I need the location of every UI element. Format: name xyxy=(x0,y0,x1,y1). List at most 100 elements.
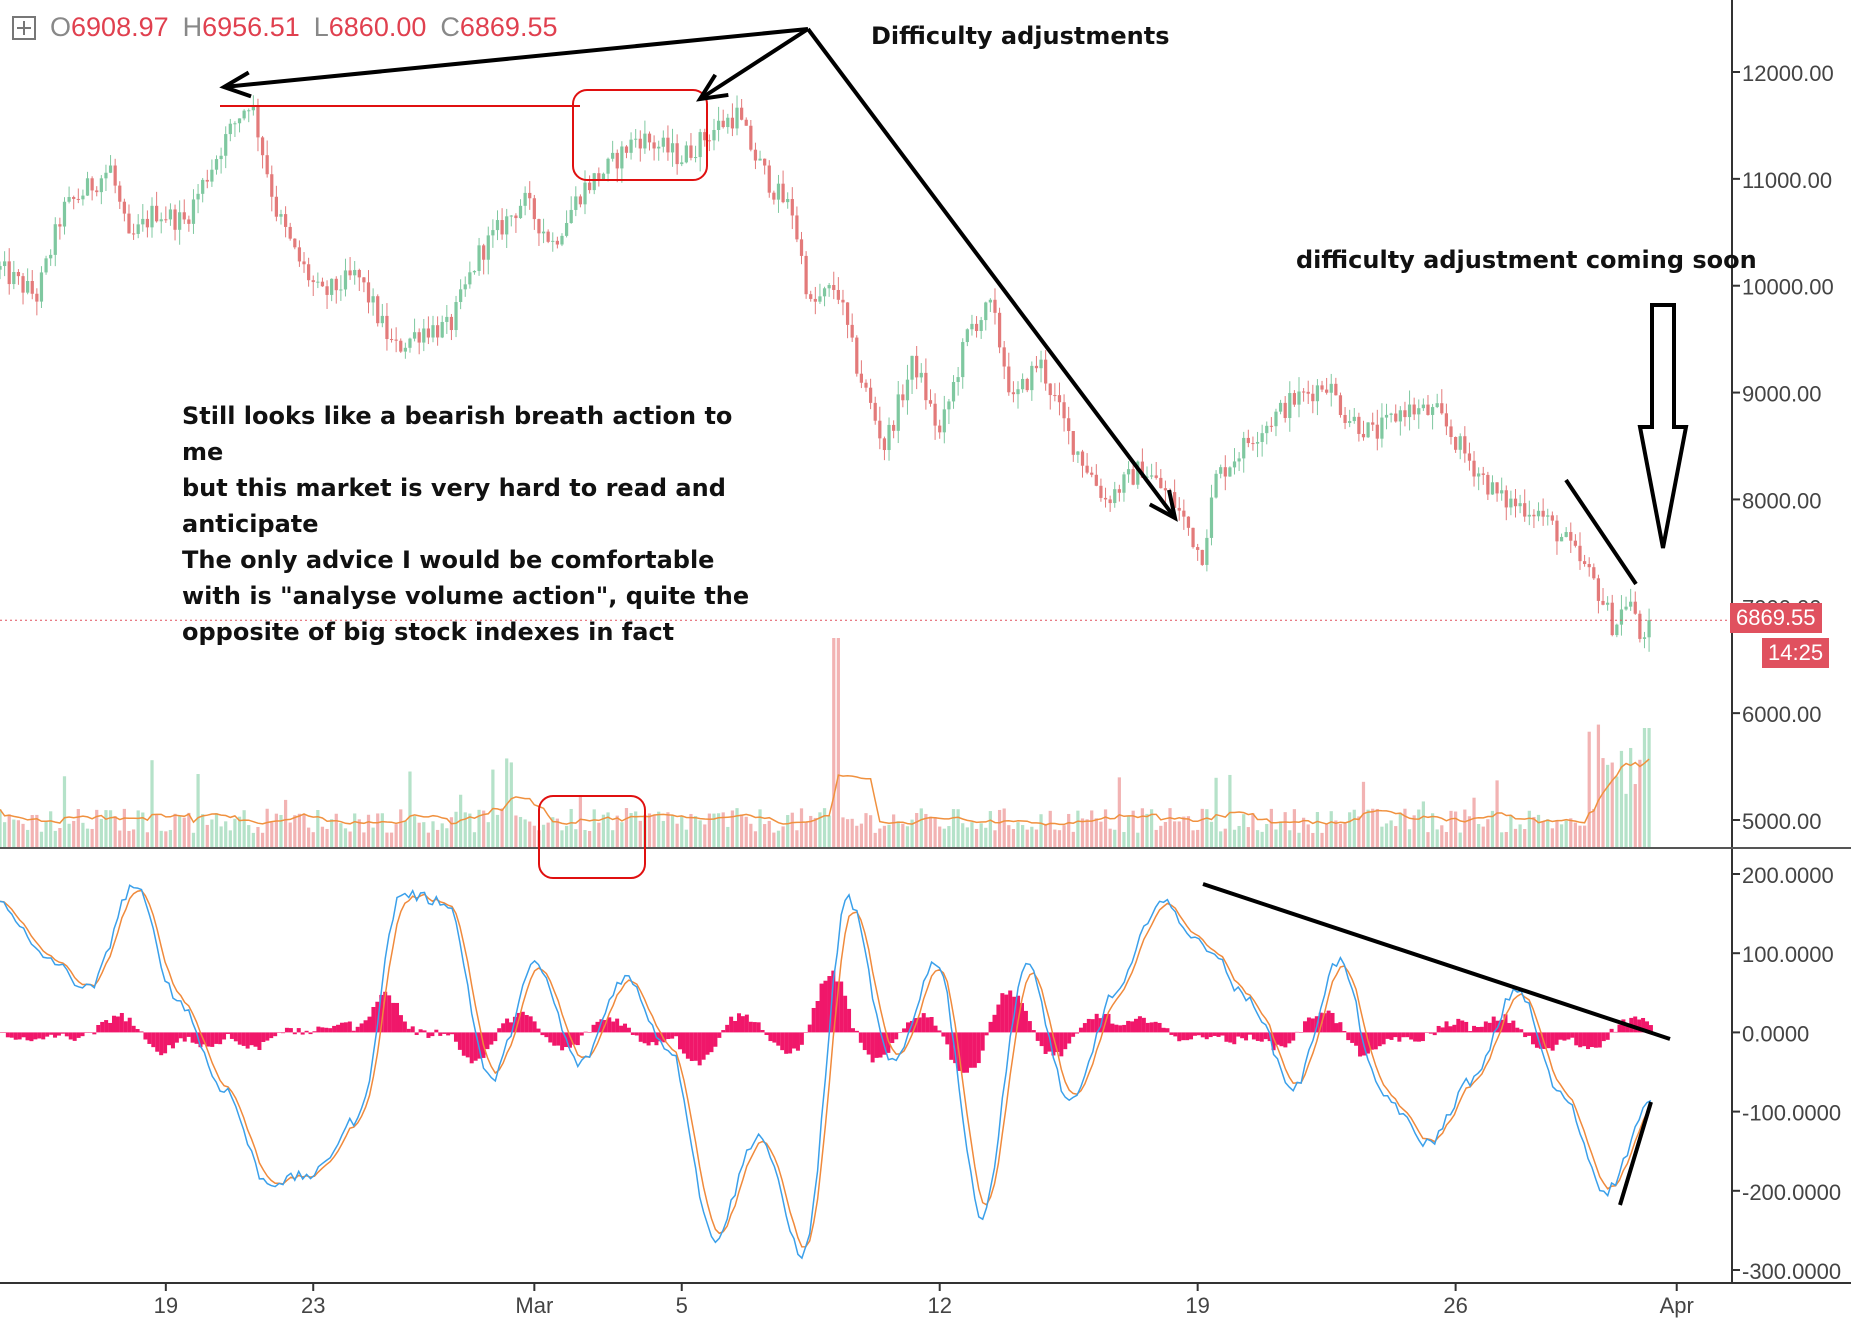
volume-bar xyxy=(1477,824,1481,848)
candle-body xyxy=(836,289,840,300)
candle-body xyxy=(1131,469,1135,485)
volume-bar xyxy=(81,822,85,848)
candle-body xyxy=(1219,467,1223,474)
volume-bar xyxy=(168,829,173,848)
histogram-bar xyxy=(662,1032,667,1043)
histogram-bar xyxy=(634,1032,639,1036)
volume-bar xyxy=(864,813,868,848)
candle-body xyxy=(514,215,518,219)
histogram-bar xyxy=(108,1022,113,1033)
volume-bar xyxy=(1030,826,1034,848)
volume-bar xyxy=(417,822,421,848)
volume-bar xyxy=(1398,812,1402,848)
histogram-bar xyxy=(1605,1032,1610,1040)
histogram-bar xyxy=(1625,1023,1630,1033)
volume-bar xyxy=(615,815,619,848)
histogram-bar xyxy=(1417,1032,1422,1042)
histogram-bar xyxy=(650,1032,655,1043)
candle-body xyxy=(855,337,859,374)
candle-body xyxy=(1629,601,1633,607)
candle-body xyxy=(532,198,536,220)
volume-bar xyxy=(735,808,739,848)
candle-body xyxy=(730,117,735,129)
histogram-bar xyxy=(1110,1023,1115,1033)
add-indicator-icon[interactable] xyxy=(12,15,36,40)
histogram-bar xyxy=(194,1032,199,1044)
volume-bar xyxy=(666,812,670,848)
histogram-bar xyxy=(847,1008,852,1033)
volume-bar xyxy=(449,817,454,848)
histogram-bar xyxy=(485,1032,490,1050)
analysis-note-line: opposite of big stock indexes in fact xyxy=(182,618,675,646)
histogram-bar xyxy=(1310,1018,1315,1033)
histogram-bar xyxy=(347,1021,352,1033)
histogram-bar xyxy=(1016,995,1021,1033)
histogram-bar xyxy=(453,1032,458,1042)
histogram-bar xyxy=(64,1032,69,1037)
histogram-bar xyxy=(678,1032,683,1050)
candle-body xyxy=(385,315,389,340)
histogram-bar xyxy=(1208,1032,1213,1038)
volume-bar xyxy=(1389,820,1393,848)
candle-body xyxy=(832,285,836,290)
candle-body xyxy=(528,192,532,199)
candle-body xyxy=(376,296,380,324)
volume-bar xyxy=(380,813,384,848)
volume-bar xyxy=(1578,825,1582,848)
histogram-bar xyxy=(1405,1032,1410,1038)
volume-bar xyxy=(1113,829,1117,848)
highlight-box xyxy=(572,89,708,181)
volume-bar xyxy=(620,822,624,848)
volume-bar xyxy=(1338,823,1343,848)
candle-body xyxy=(1117,489,1121,493)
candle-body xyxy=(1108,499,1112,504)
candle-body xyxy=(1348,421,1352,423)
candle-body xyxy=(270,174,274,197)
histogram-bar xyxy=(835,981,840,1033)
histogram-bar xyxy=(296,1028,301,1033)
histogram-bar xyxy=(1240,1032,1245,1039)
candle-body xyxy=(113,165,117,186)
volume-bar xyxy=(1384,823,1389,848)
histogram-bar xyxy=(544,1032,549,1038)
histogram-bar xyxy=(788,1032,793,1054)
histogram-bar xyxy=(827,976,832,1033)
volume-bar xyxy=(150,760,154,848)
oscillator-line xyxy=(0,884,1652,1260)
volume-bar xyxy=(698,820,702,848)
volume-bar xyxy=(1265,823,1269,848)
histogram-bar xyxy=(41,1032,46,1040)
bar-countdown-tag: 14:25 xyxy=(1762,638,1830,668)
candle-body xyxy=(1200,549,1204,565)
candle-body xyxy=(0,266,2,270)
volume-bar xyxy=(564,825,569,848)
histogram-bar xyxy=(709,1032,714,1053)
histogram-bar xyxy=(249,1032,254,1046)
volume-bar xyxy=(1587,731,1591,848)
volume-bar xyxy=(956,809,960,848)
candle-body xyxy=(822,288,827,297)
candle-body xyxy=(1311,393,1315,402)
volume-bar xyxy=(1606,764,1610,848)
volume-bar xyxy=(366,814,371,848)
candle-body xyxy=(518,205,523,219)
volume-bar xyxy=(1546,819,1550,848)
candle-body xyxy=(781,183,785,203)
histogram-bar xyxy=(1063,1032,1068,1050)
volume-bar xyxy=(1103,809,1108,848)
histogram-bar xyxy=(147,1032,152,1044)
candle-body xyxy=(1053,395,1057,397)
histogram-bar xyxy=(1027,1021,1032,1033)
osc-tick-label: -300.0000 xyxy=(1742,1259,1841,1284)
candle-body xyxy=(1592,567,1596,579)
candle-body xyxy=(878,420,882,439)
candle-body xyxy=(362,277,366,283)
histogram-bar xyxy=(1381,1032,1386,1045)
candle-body xyxy=(1371,422,1375,425)
volume-bar xyxy=(882,825,887,848)
candle-body xyxy=(882,438,887,451)
candle-body xyxy=(818,296,822,302)
volume-bar xyxy=(997,809,1002,848)
histogram-bar xyxy=(398,1015,403,1033)
